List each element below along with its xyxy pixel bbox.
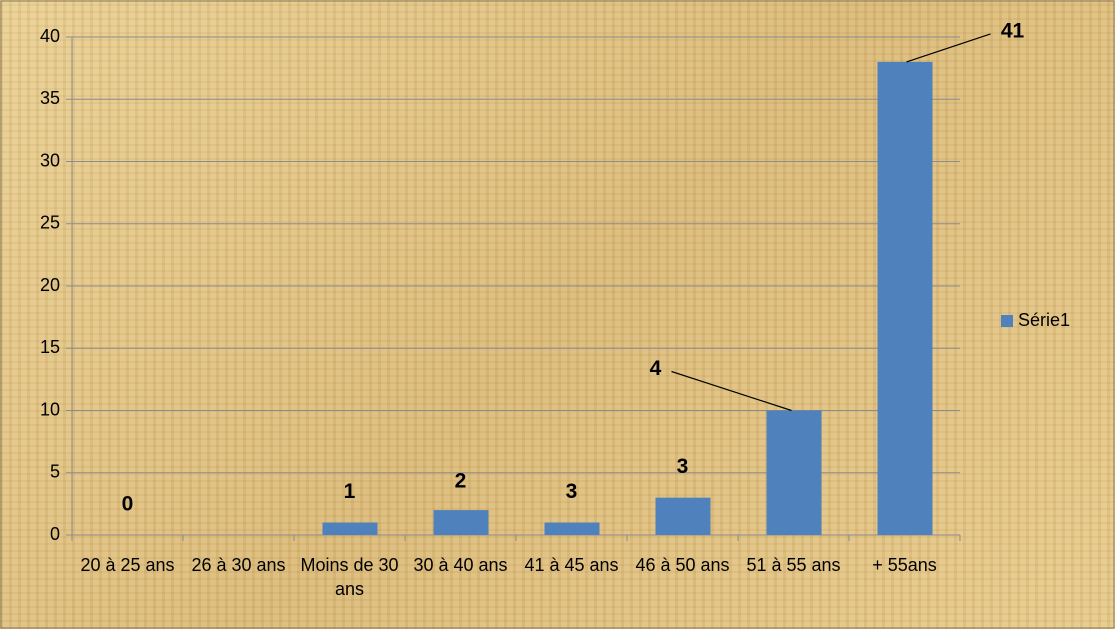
y-tick-label: 30 (40, 150, 60, 170)
data-label: 1 (344, 480, 356, 503)
x-tick-label: 30 à 40 ans (413, 555, 508, 575)
data-label: 4 (650, 357, 662, 380)
data-label: 3 (566, 480, 578, 503)
data-label: 3 (677, 455, 689, 478)
bar (655, 497, 711, 535)
leader-line (906, 33, 991, 63)
data-label: 0 (122, 493, 134, 516)
legend-swatch (1001, 315, 1013, 327)
data-label: 2 (455, 470, 467, 493)
y-tick-label: 10 (40, 399, 60, 419)
y-tick-label: 20 (40, 275, 60, 295)
bar (766, 410, 822, 535)
x-tick-label: Moins de 30 ans (300, 555, 399, 599)
y-tick-label: 15 (40, 337, 60, 357)
y-tick-label: 25 (40, 213, 60, 233)
bar (322, 522, 378, 535)
y-tick-label: 5 (50, 462, 60, 482)
x-tick-label: 46 à 50 ans (635, 555, 730, 575)
y-tick-label: 0 (50, 524, 60, 544)
x-tick-label: 41 à 45 ans (524, 555, 619, 575)
leader-line (671, 370, 792, 412)
y-tick-label: 40 (40, 26, 60, 46)
bar (433, 510, 489, 535)
y-tick-label: 35 (40, 88, 60, 108)
x-tick-label: 26 à 30 ans (191, 555, 286, 575)
bar (544, 522, 600, 535)
x-tick-label: 51 à 55 ans (746, 555, 841, 575)
legend-label: Série1 (1018, 310, 1070, 330)
x-tick-label: + 55ans (872, 555, 937, 575)
x-tick-label: 20 à 25 ans (80, 555, 175, 575)
bar (877, 61, 933, 536)
data-label: 41 (1001, 19, 1025, 42)
